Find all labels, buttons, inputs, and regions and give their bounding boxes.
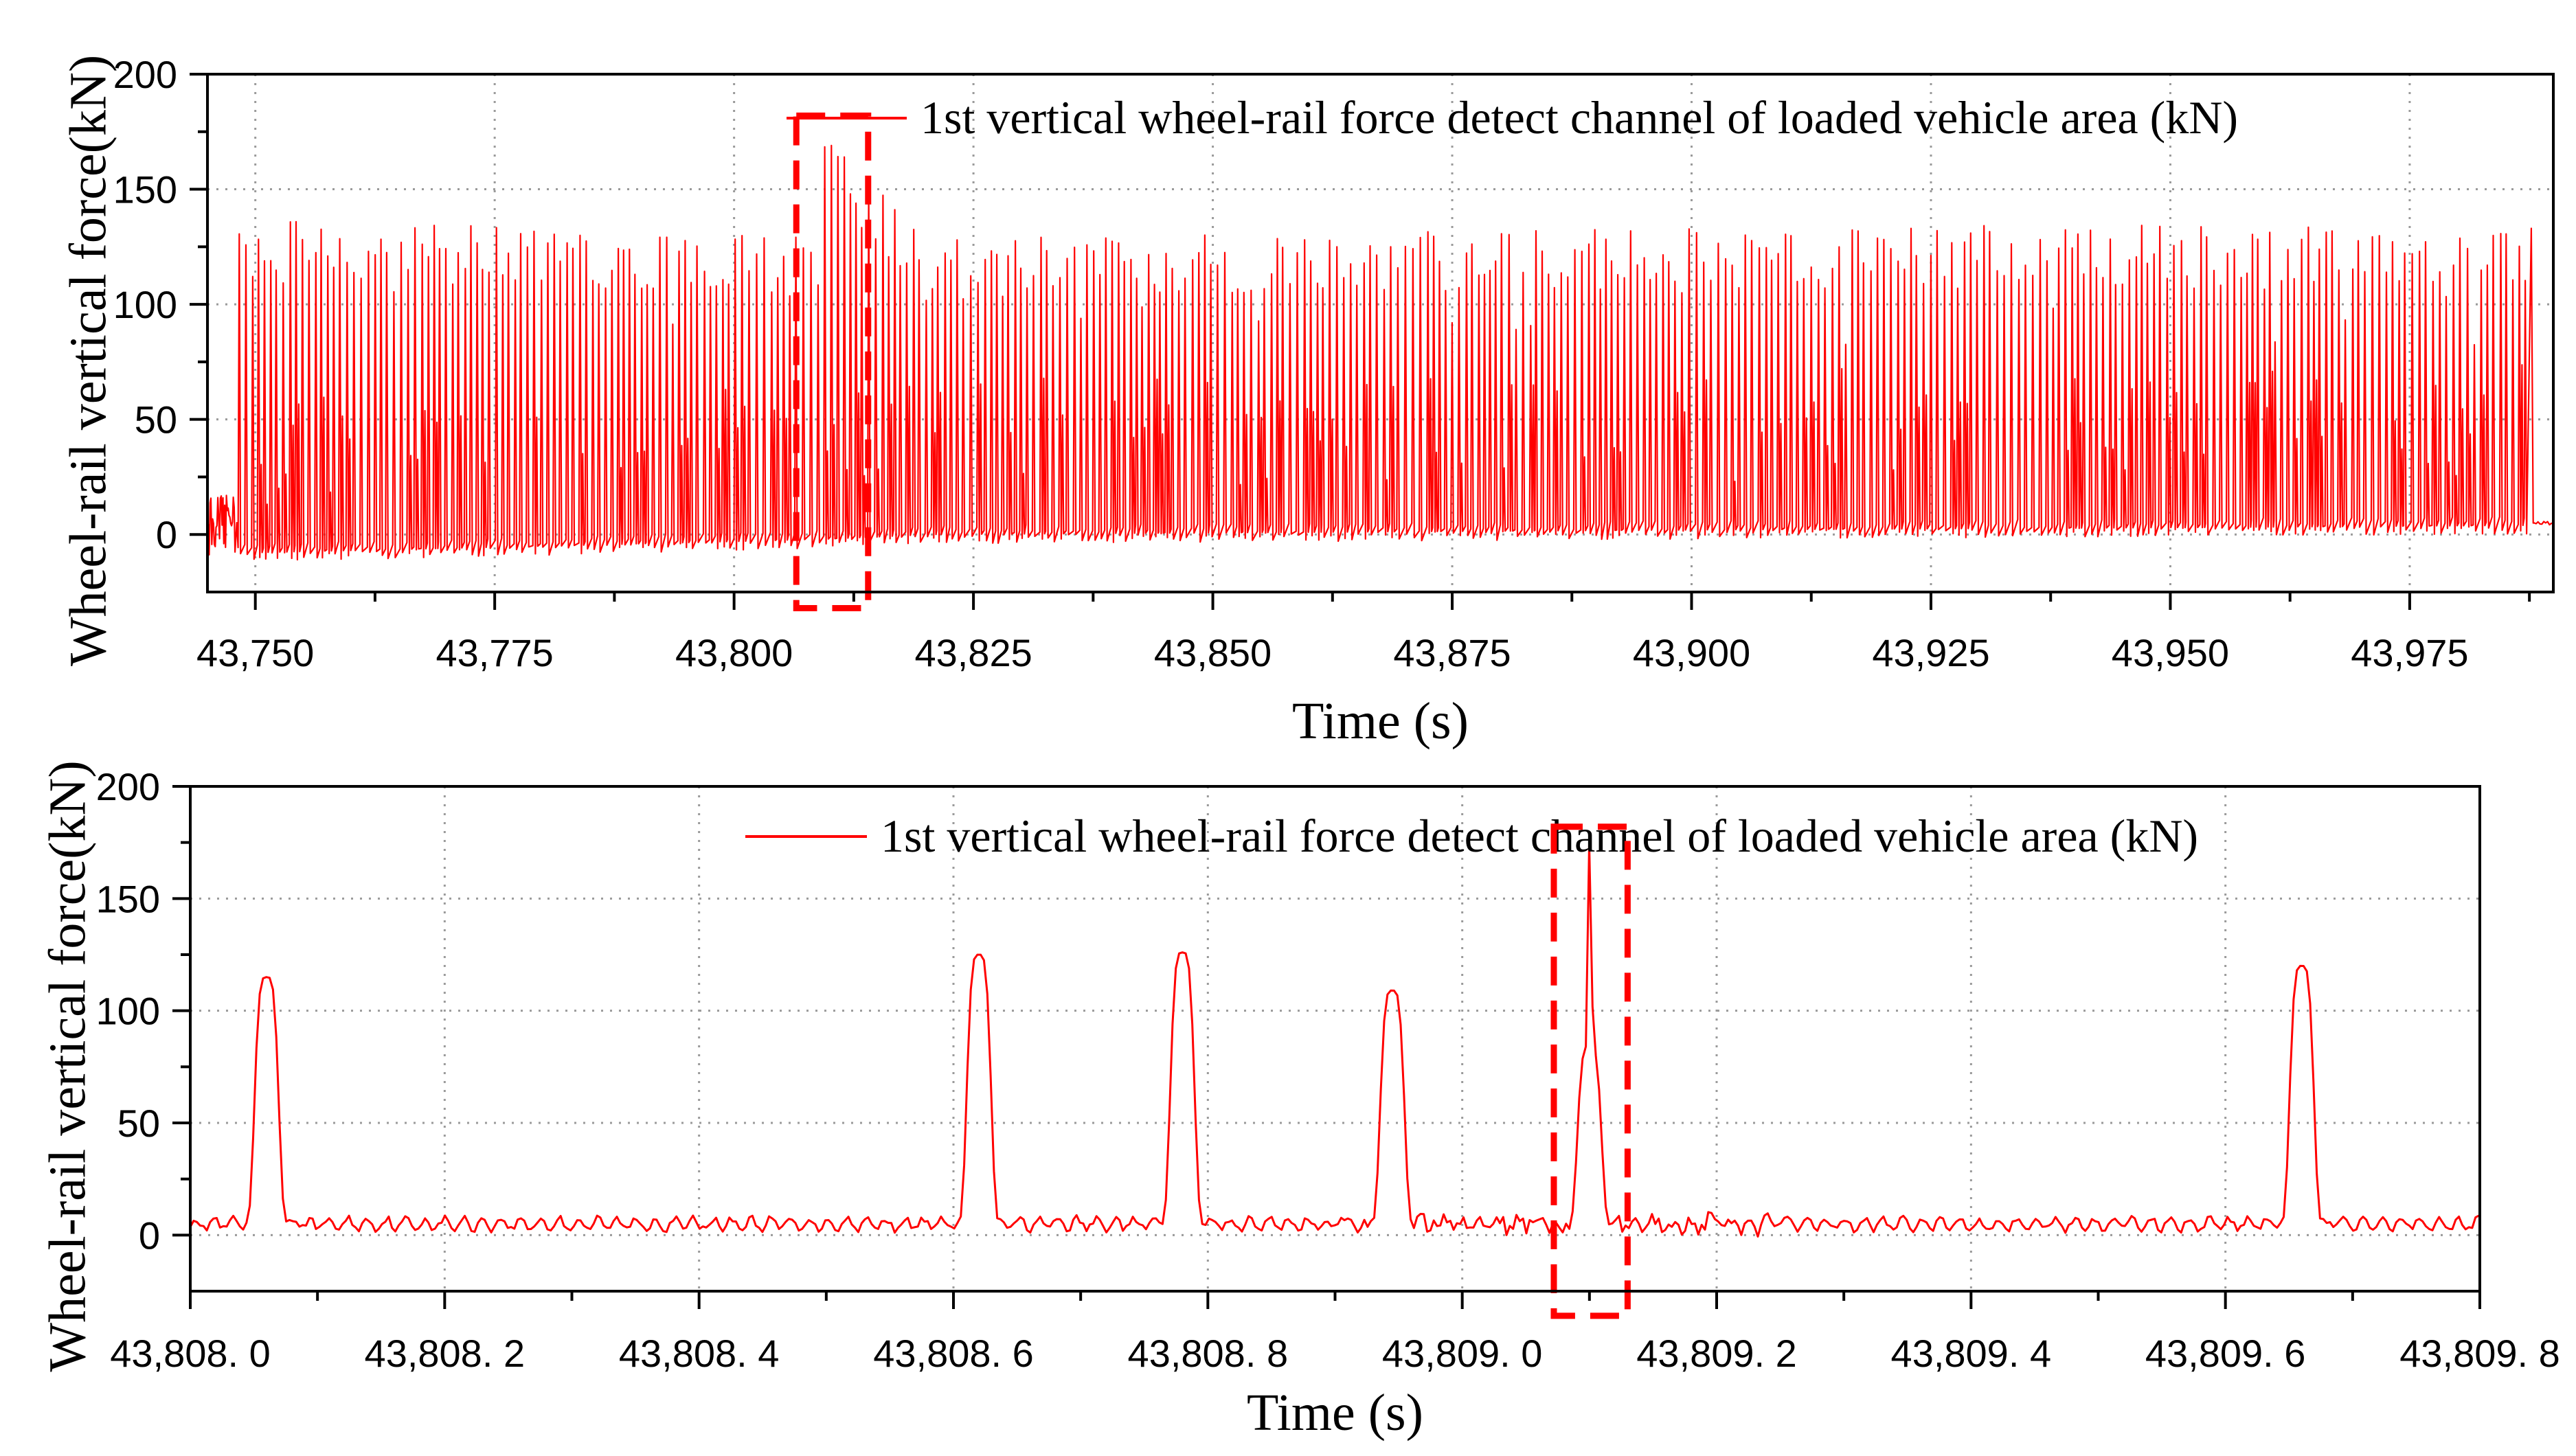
x-tick-label: 43,900 (1633, 631, 1750, 674)
y-tick-label: 150 (96, 877, 160, 920)
y-tick-label: 100 (113, 283, 177, 326)
highlight-box (1550, 823, 1631, 1319)
y-tick-label: 50 (117, 1102, 160, 1145)
x-tick-label: 43,825 (914, 631, 1032, 674)
y-tick-label: 0 (156, 513, 177, 556)
legend: 1st vertical wheel-rail force detect cha… (745, 810, 2198, 862)
x-tick-label: 43,875 (1393, 631, 1511, 674)
x-tick-label: 43,808. 8 (1128, 1332, 1289, 1375)
x-axis-ticks: 43,750 43,775 43,800 43,825 43,850 43,875 43,9… (196, 592, 2531, 674)
plot-frame (189, 785, 2481, 1293)
x-tick-label: 43,808. 6 (873, 1332, 1034, 1375)
y-axis-title: Wheel-rail vertical force(kN) (60, 55, 117, 666)
x-tick-label: 43,800 (675, 631, 793, 674)
x-axis-title: Time (s) (1247, 1384, 1423, 1442)
data-series (207, 144, 2554, 561)
x-tick-label: 43,975 (2351, 631, 2468, 674)
highlight-rect (793, 112, 872, 611)
data-series (189, 843, 2480, 1238)
x-tick-label: 43,950 (2112, 631, 2229, 674)
y-axis-ticks: 0 50 100 150 200 (113, 53, 207, 556)
x-tick-label: 43,775 (436, 631, 554, 674)
grid (190, 786, 2480, 1291)
x-tick-label: 43,808. 2 (365, 1332, 526, 1375)
legend-label: 1st vertical wheel-rail force detect cha… (881, 810, 2198, 862)
x-tick-label: 43,809. 4 (1891, 1332, 2052, 1375)
y-tick-label: 50 (135, 398, 177, 442)
x-tick-label: 43,809. 8 (2399, 1332, 2560, 1375)
axes-box (189, 785, 2481, 1293)
y-tick-label: 200 (96, 765, 160, 808)
series-line (189, 843, 2480, 1238)
x-tick-label: 43,925 (1872, 631, 1989, 674)
x-axis-ticks: 43,808. 0 43,808. 2 43,808. 4 43,808. 6 43,8… (110, 1291, 2560, 1375)
y-tick-label: 200 (113, 53, 177, 96)
x-tick-label: 43,808. 4 (619, 1332, 780, 1375)
y-tick-label: 100 (96, 990, 160, 1033)
x-tick-label: 43,809. 6 (2145, 1332, 2306, 1375)
y-axis-ticks: 0 50 100 150 200 (96, 765, 190, 1257)
x-tick-label: 43,850 (1154, 631, 1272, 674)
highlight-box (793, 112, 872, 611)
y-tick-label: 0 (139, 1214, 160, 1257)
plot-frame (206, 73, 2555, 593)
x-axis-title: Time (s) (1292, 692, 1469, 750)
x-tick-label: 43,808. 0 (110, 1332, 271, 1375)
legend-label: 1st vertical wheel-rail force detect cha… (920, 91, 2238, 144)
x-tick-label: 43,809. 0 (1382, 1332, 1543, 1375)
y-axis-title: Wheel-rail vertical force(kN) (39, 760, 97, 1372)
legend: 1st vertical wheel-rail force detect cha… (787, 91, 2238, 144)
chart-top: 43,750 43,775 43,800 43,825 43,850 43,875 43,9… (60, 53, 2555, 750)
series-line (207, 144, 2554, 561)
x-tick-label: 43,750 (196, 631, 314, 674)
highlight-rect (1550, 823, 1631, 1319)
y-tick-label: 150 (113, 168, 177, 212)
chart-bottom: 1st vertical wheel-rail force detect cha… (39, 760, 2560, 1442)
x-tick-label: 43,809. 2 (1636, 1332, 1797, 1375)
axes-box (206, 73, 2555, 593)
